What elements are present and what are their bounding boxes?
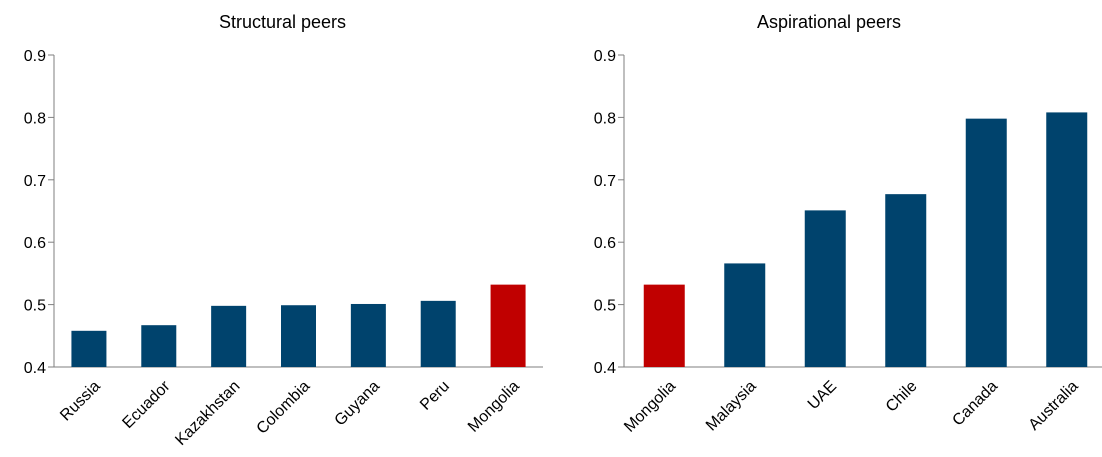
- structural-peers-panel: Structural peers 0.4 0.5 0.6 0.7 0.8 0.9 Russi…: [24, 12, 543, 449]
- x-tick-label: Ecuador: [119, 377, 174, 432]
- x-tick-label: Peru: [417, 378, 453, 414]
- bar-australia: [1046, 112, 1088, 368]
- bar-uae: [804, 210, 846, 367]
- x-tick-label: Canada: [949, 378, 1001, 430]
- x-tick-label: Mongolia: [465, 378, 523, 436]
- x-tick-label: UAE: [805, 378, 840, 413]
- y-tick-label: 0.8: [24, 110, 46, 127]
- structural-peers-chart: 0.4 0.5 0.6 0.7 0.8 0.9 Russia EcuadorKazakhsta…: [24, 48, 543, 449]
- x-tick-label: Malaysia: [703, 378, 760, 435]
- bar-guyana: [350, 303, 386, 367]
- bar-colombia: [281, 305, 316, 367]
- x-tick-label: Australia: [1026, 378, 1082, 434]
- bar-peru: [420, 300, 456, 367]
- bar-canada: [965, 118, 1007, 367]
- x-tick-label: Chile: [883, 378, 921, 416]
- bar-kazakhstan: [211, 305, 247, 367]
- y-tick-label: 0.4: [594, 360, 616, 377]
- y-tick-label: 0.5: [24, 298, 46, 315]
- y-tick-label: 0.9: [24, 48, 46, 65]
- y-tick-label: 0.6: [24, 235, 46, 252]
- bar-chile: [885, 194, 927, 367]
- bar-mongolia: [490, 284, 526, 367]
- y-tick-label: 0.5: [594, 298, 616, 315]
- aspirational-peers-panel: Aspirational peers 0.4 0.5 0.6 0.7 0.8 0.9 Mon…: [551, 0, 1102, 457]
- y-tick-label: 0.7: [24, 173, 46, 190]
- bar-mongolia: [643, 284, 685, 367]
- y-tick-label: 0.7: [594, 173, 616, 190]
- y-tick-label: 0.6: [594, 235, 616, 252]
- bar-russia: [71, 330, 107, 367]
- aspirational-peers-chart: 0.4 0.5 0.6 0.7 0.8 0.9 Mongolia Malaysia UAE Chi…: [594, 48, 1102, 436]
- x-tick-label: Mongolia: [621, 378, 679, 436]
- y-tick-label: 0.9: [594, 48, 616, 65]
- x-tick-label: Guyana: [332, 378, 384, 430]
- chart-title: Structural peers: [218, 12, 347, 32]
- bar-malaysia: [724, 263, 766, 367]
- x-tick-label: Kazakhstan: [172, 378, 243, 449]
- bar-ecuador: [141, 325, 177, 367]
- y-tick-label: 0.8: [594, 110, 616, 127]
- y-tick-label: 0.4: [24, 360, 46, 377]
- x-tick-label: Russia: [57, 378, 104, 425]
- chart-title: Aspirational peers: [756, 12, 902, 32]
- x-tick-label: Colombia: [254, 378, 314, 438]
